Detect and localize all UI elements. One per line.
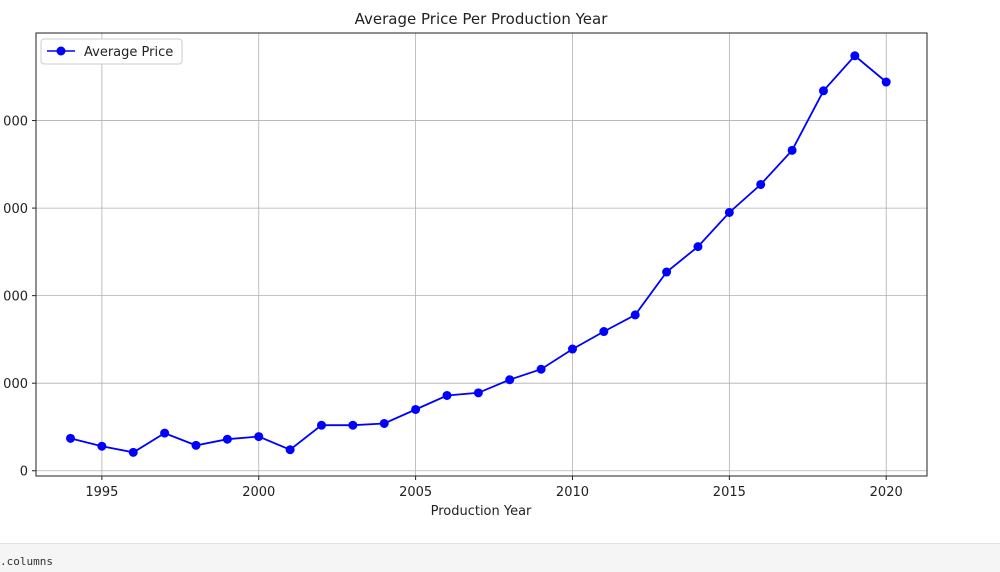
x-tick-label-2010: 2010	[556, 485, 589, 500]
data-point-2015	[724, 207, 734, 217]
x-tick-label-2000: 2000	[242, 485, 275, 500]
data-point-1999	[222, 434, 232, 444]
x-tick-label-2015: 2015	[713, 485, 746, 500]
data-point-2003	[348, 420, 358, 430]
y-tick-label-20000: 000	[3, 290, 28, 305]
x-axis-ticks: 1995 2000 2005 2010 2015 2020	[85, 476, 903, 500]
y-tick-label-30000: 000	[3, 202, 28, 217]
x-tick-label-1995: 1995	[85, 485, 118, 500]
data-point-2014	[693, 242, 703, 252]
legend-box	[40, 38, 183, 65]
y-tick-label-40000: 000	[3, 115, 28, 130]
y-tick-label-0: 0	[20, 465, 28, 480]
data-point-2006	[442, 390, 452, 400]
line-chart: Average Price Per Production Year 1995 20…	[3, 10, 928, 519]
data-point-2019	[850, 51, 860, 61]
code-cell[interactable]	[0, 543, 1000, 572]
data-point-2012	[630, 310, 640, 320]
data-point-1996	[128, 447, 138, 457]
data-point-1994	[66, 433, 76, 443]
plot-area-frame	[35, 32, 928, 477]
code-cell-text[interactable]: .columns	[0, 555, 53, 568]
y-tick-label-10000: 000	[3, 377, 28, 392]
data-markers	[66, 51, 891, 457]
data-point-2007	[473, 388, 483, 398]
x-tick-label-2020: 2020	[870, 485, 903, 500]
chart-title: Average Price Per Production Year	[355, 10, 609, 28]
grid	[36, 33, 927, 476]
data-point-2010	[567, 344, 577, 354]
data-point-2009	[536, 364, 546, 374]
data-point-2017	[787, 145, 797, 155]
x-tick-label-2005: 2005	[399, 485, 432, 500]
legend-label: Average Price	[84, 45, 173, 60]
data-point-2020	[881, 77, 891, 87]
data-point-2016	[756, 179, 766, 189]
data-point-2002	[316, 420, 326, 430]
data-point-2005	[411, 404, 421, 414]
data-point-2004	[379, 418, 389, 428]
legend: Average Price	[40, 38, 183, 65]
x-axis-label: Production Year	[431, 504, 532, 519]
data-point-2011	[599, 327, 609, 337]
data-point-2000	[254, 432, 264, 442]
data-point-1995	[97, 441, 107, 451]
data-point-2008	[505, 375, 515, 385]
data-point-1998	[191, 440, 201, 450]
data-point-2001	[285, 445, 295, 455]
data-point-1997	[160, 428, 170, 438]
data-point-2013	[662, 267, 672, 277]
legend-marker	[56, 46, 66, 56]
data-point-2018	[818, 86, 828, 96]
